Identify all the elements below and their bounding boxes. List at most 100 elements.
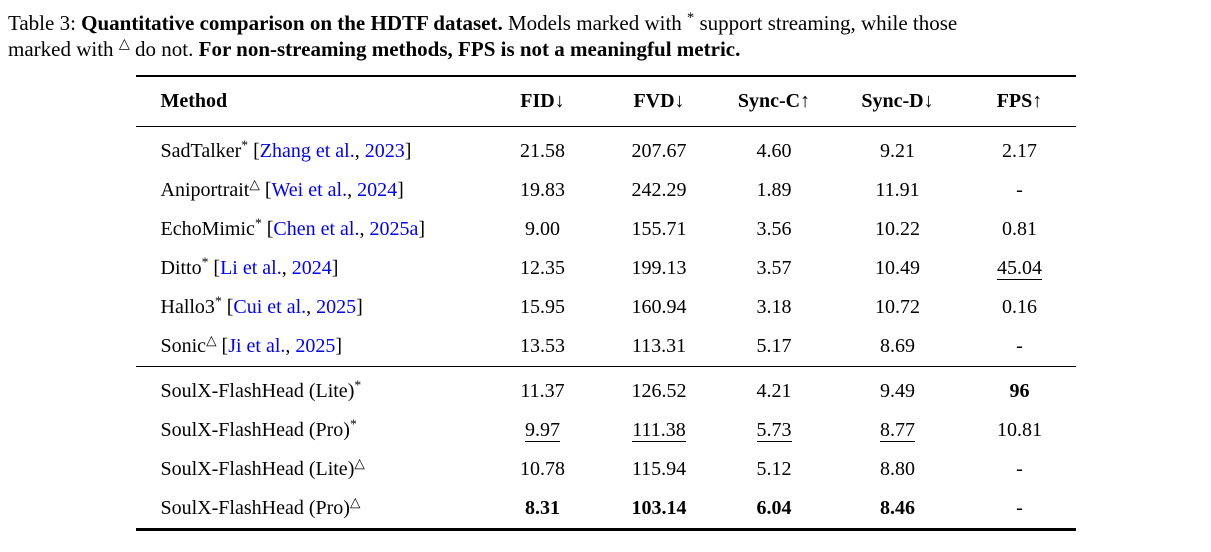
citation-link[interactable]: 2024 bbox=[291, 257, 332, 279]
method-cell: Aniportrait△ [Wei et al., 2024] bbox=[160, 176, 404, 201]
caption-segment: △ bbox=[118, 36, 130, 52]
value: 160.94 bbox=[631, 296, 687, 318]
value-cell: 111.38 bbox=[602, 411, 717, 450]
citation-link[interactable]: 2023 bbox=[364, 140, 405, 162]
value: 8.80 bbox=[880, 458, 915, 480]
citation-link[interactable]: 2025 bbox=[295, 335, 336, 357]
method-marker: * bbox=[254, 215, 262, 231]
value-cell: 45.04 bbox=[964, 249, 1076, 288]
value-cell: 1.89 bbox=[717, 171, 832, 210]
value: 4.21 bbox=[756, 380, 792, 402]
citation-link[interactable]: Li et al. bbox=[220, 257, 282, 279]
header-row: Method FID↓ FVD↓ Sync-C↑ Sync-D↓ FPS↑ bbox=[135, 76, 1076, 127]
table-section: SoulX-FlashHead (Lite)* 11.37 126.52 4.21 9.… bbox=[135, 366, 1076, 530]
value-cell: 0.81 bbox=[964, 210, 1076, 249]
table-row: Ditto* [Li et al., 2024] 12.35 199.13 3.57 1… bbox=[136, 249, 1076, 288]
value-cell: 19.83 bbox=[484, 171, 602, 210]
value-cell: 3.18 bbox=[717, 288, 832, 327]
method-name: EchoMimic bbox=[160, 218, 255, 240]
value: 21.58 bbox=[520, 140, 565, 162]
citation-link[interactable]: Ji et al. bbox=[228, 335, 286, 357]
value-cell: 5.12 bbox=[717, 450, 832, 489]
citation-link[interactable]: Wei et al. bbox=[271, 179, 348, 201]
method-marker: △ bbox=[249, 176, 260, 192]
value-cell: 10.81 bbox=[964, 411, 1076, 450]
citation-link[interactable]: 2025 bbox=[316, 296, 357, 318]
value-cell: 6.04 bbox=[717, 489, 832, 530]
value: 126.52 bbox=[631, 380, 687, 402]
value-cell: 10.22 bbox=[832, 210, 964, 249]
method-cell: SoulX-FlashHead (Lite)△ bbox=[136, 450, 484, 489]
value: 0.16 bbox=[1002, 296, 1037, 318]
value-cell: 21.58 bbox=[484, 127, 602, 172]
value: - bbox=[1016, 335, 1023, 357]
value-cell: 103.14 bbox=[602, 489, 717, 530]
value: - bbox=[1016, 179, 1023, 201]
value-cell: 8.80 bbox=[832, 450, 964, 489]
value-cell: - bbox=[964, 450, 1076, 489]
value-cell: 160.94 bbox=[602, 288, 717, 327]
method-cell: SoulX-FlashHead (Pro)△ bbox=[136, 489, 484, 530]
table-row: Sonic△ [Ji et al., 2025] 13.53 113.31 5.17 8… bbox=[136, 327, 1076, 367]
method-marker: △ bbox=[206, 332, 217, 348]
method-cell: Sonic△ [Ji et al., 2025] bbox=[160, 332, 343, 357]
table-row: SoulX-FlashHead (Lite)* 11.37 126.52 4.21 9.… bbox=[136, 367, 1076, 412]
method-cell: Hallo3* [Cui et al., 2025] bbox=[160, 293, 363, 318]
citation-link[interactable]: Cui et al. bbox=[233, 296, 307, 318]
value-cell: 8.69 bbox=[832, 327, 964, 367]
value-cell: - bbox=[964, 171, 1076, 210]
citation-link[interactable]: Zhang et al. bbox=[259, 140, 355, 162]
caption-segment: marked with bbox=[8, 37, 119, 61]
value-cell: 155.71 bbox=[602, 210, 717, 249]
value: 1.89 bbox=[756, 179, 792, 201]
value: 10.78 bbox=[520, 458, 565, 480]
value-cell: 8.31 bbox=[484, 489, 602, 530]
table-caption: Table 3: Quantitative comparison on the … bbox=[8, 10, 1201, 62]
method-name: Aniportrait bbox=[160, 179, 250, 201]
method-name: SoulX-FlashHead (Lite) bbox=[160, 458, 355, 480]
column-header-fvd: FVD↓ bbox=[601, 76, 717, 127]
value: 11.91 bbox=[875, 179, 920, 201]
value: 2.17 bbox=[1002, 140, 1037, 162]
citation-link[interactable]: Chen et al. bbox=[273, 218, 360, 240]
value-cell: 13.53 bbox=[484, 327, 602, 367]
table-row: Aniportrait△ [Wei et al., 2024] 19.83 242.… bbox=[136, 171, 1076, 210]
value: 8.69 bbox=[880, 335, 915, 357]
value-cell: 10.78 bbox=[484, 450, 602, 489]
column-header-fps: FPS↑ bbox=[963, 76, 1076, 127]
value: 6.04 bbox=[756, 497, 792, 519]
table-section: SadTalker* [Zhang et al., 2023] 21.58 207.… bbox=[136, 127, 1076, 367]
value: 3.18 bbox=[756, 296, 792, 318]
citation-link[interactable]: 2024 bbox=[357, 179, 398, 201]
caption-segment: do not. bbox=[129, 37, 199, 61]
citation-link[interactable]: 2025a bbox=[369, 218, 419, 240]
method-name: SadTalker bbox=[160, 140, 242, 162]
value: 13.53 bbox=[520, 335, 565, 357]
table-row: Hallo3* [Cui et al., 2025] 15.95 160.94 3.1… bbox=[136, 288, 1076, 327]
value: 3.57 bbox=[756, 257, 792, 279]
column-header-method: Method bbox=[135, 76, 484, 127]
value: 199.13 bbox=[631, 257, 687, 279]
caption-line: marked with △ do not. For non-streaming … bbox=[8, 36, 1201, 62]
value: - bbox=[1016, 458, 1023, 480]
value-cell: 8.77 bbox=[832, 411, 964, 450]
value-cell: 4.21 bbox=[717, 367, 832, 412]
caption-segment: * bbox=[687, 10, 695, 26]
table-row: SadTalker* [Zhang et al., 2023] 21.58 207.… bbox=[136, 127, 1076, 172]
value-cell: 5.17 bbox=[717, 327, 832, 367]
value-cell: 115.94 bbox=[602, 450, 717, 489]
value-cell: 9.97 bbox=[484, 411, 602, 450]
value-cell: 3.57 bbox=[717, 249, 832, 288]
value: 9.21 bbox=[880, 140, 915, 162]
value: 10.72 bbox=[875, 296, 920, 318]
caption-line: Table 3: Quantitative comparison on the … bbox=[8, 10, 1201, 36]
column-header-sync-c: Sync-C↑ bbox=[716, 76, 832, 127]
column-header-fid: FID↓ bbox=[483, 76, 602, 127]
value: 10.49 bbox=[875, 257, 920, 279]
value-cell: 5.73 bbox=[717, 411, 832, 450]
value-cell: 199.13 bbox=[602, 249, 717, 288]
value: 0.81 bbox=[1002, 218, 1037, 240]
caption-segment: Quantitative comparison on the HDTF data… bbox=[81, 11, 503, 35]
method-cell: Ditto* [Li et al., 2024] bbox=[160, 254, 339, 279]
method-name: Sonic bbox=[160, 335, 207, 357]
